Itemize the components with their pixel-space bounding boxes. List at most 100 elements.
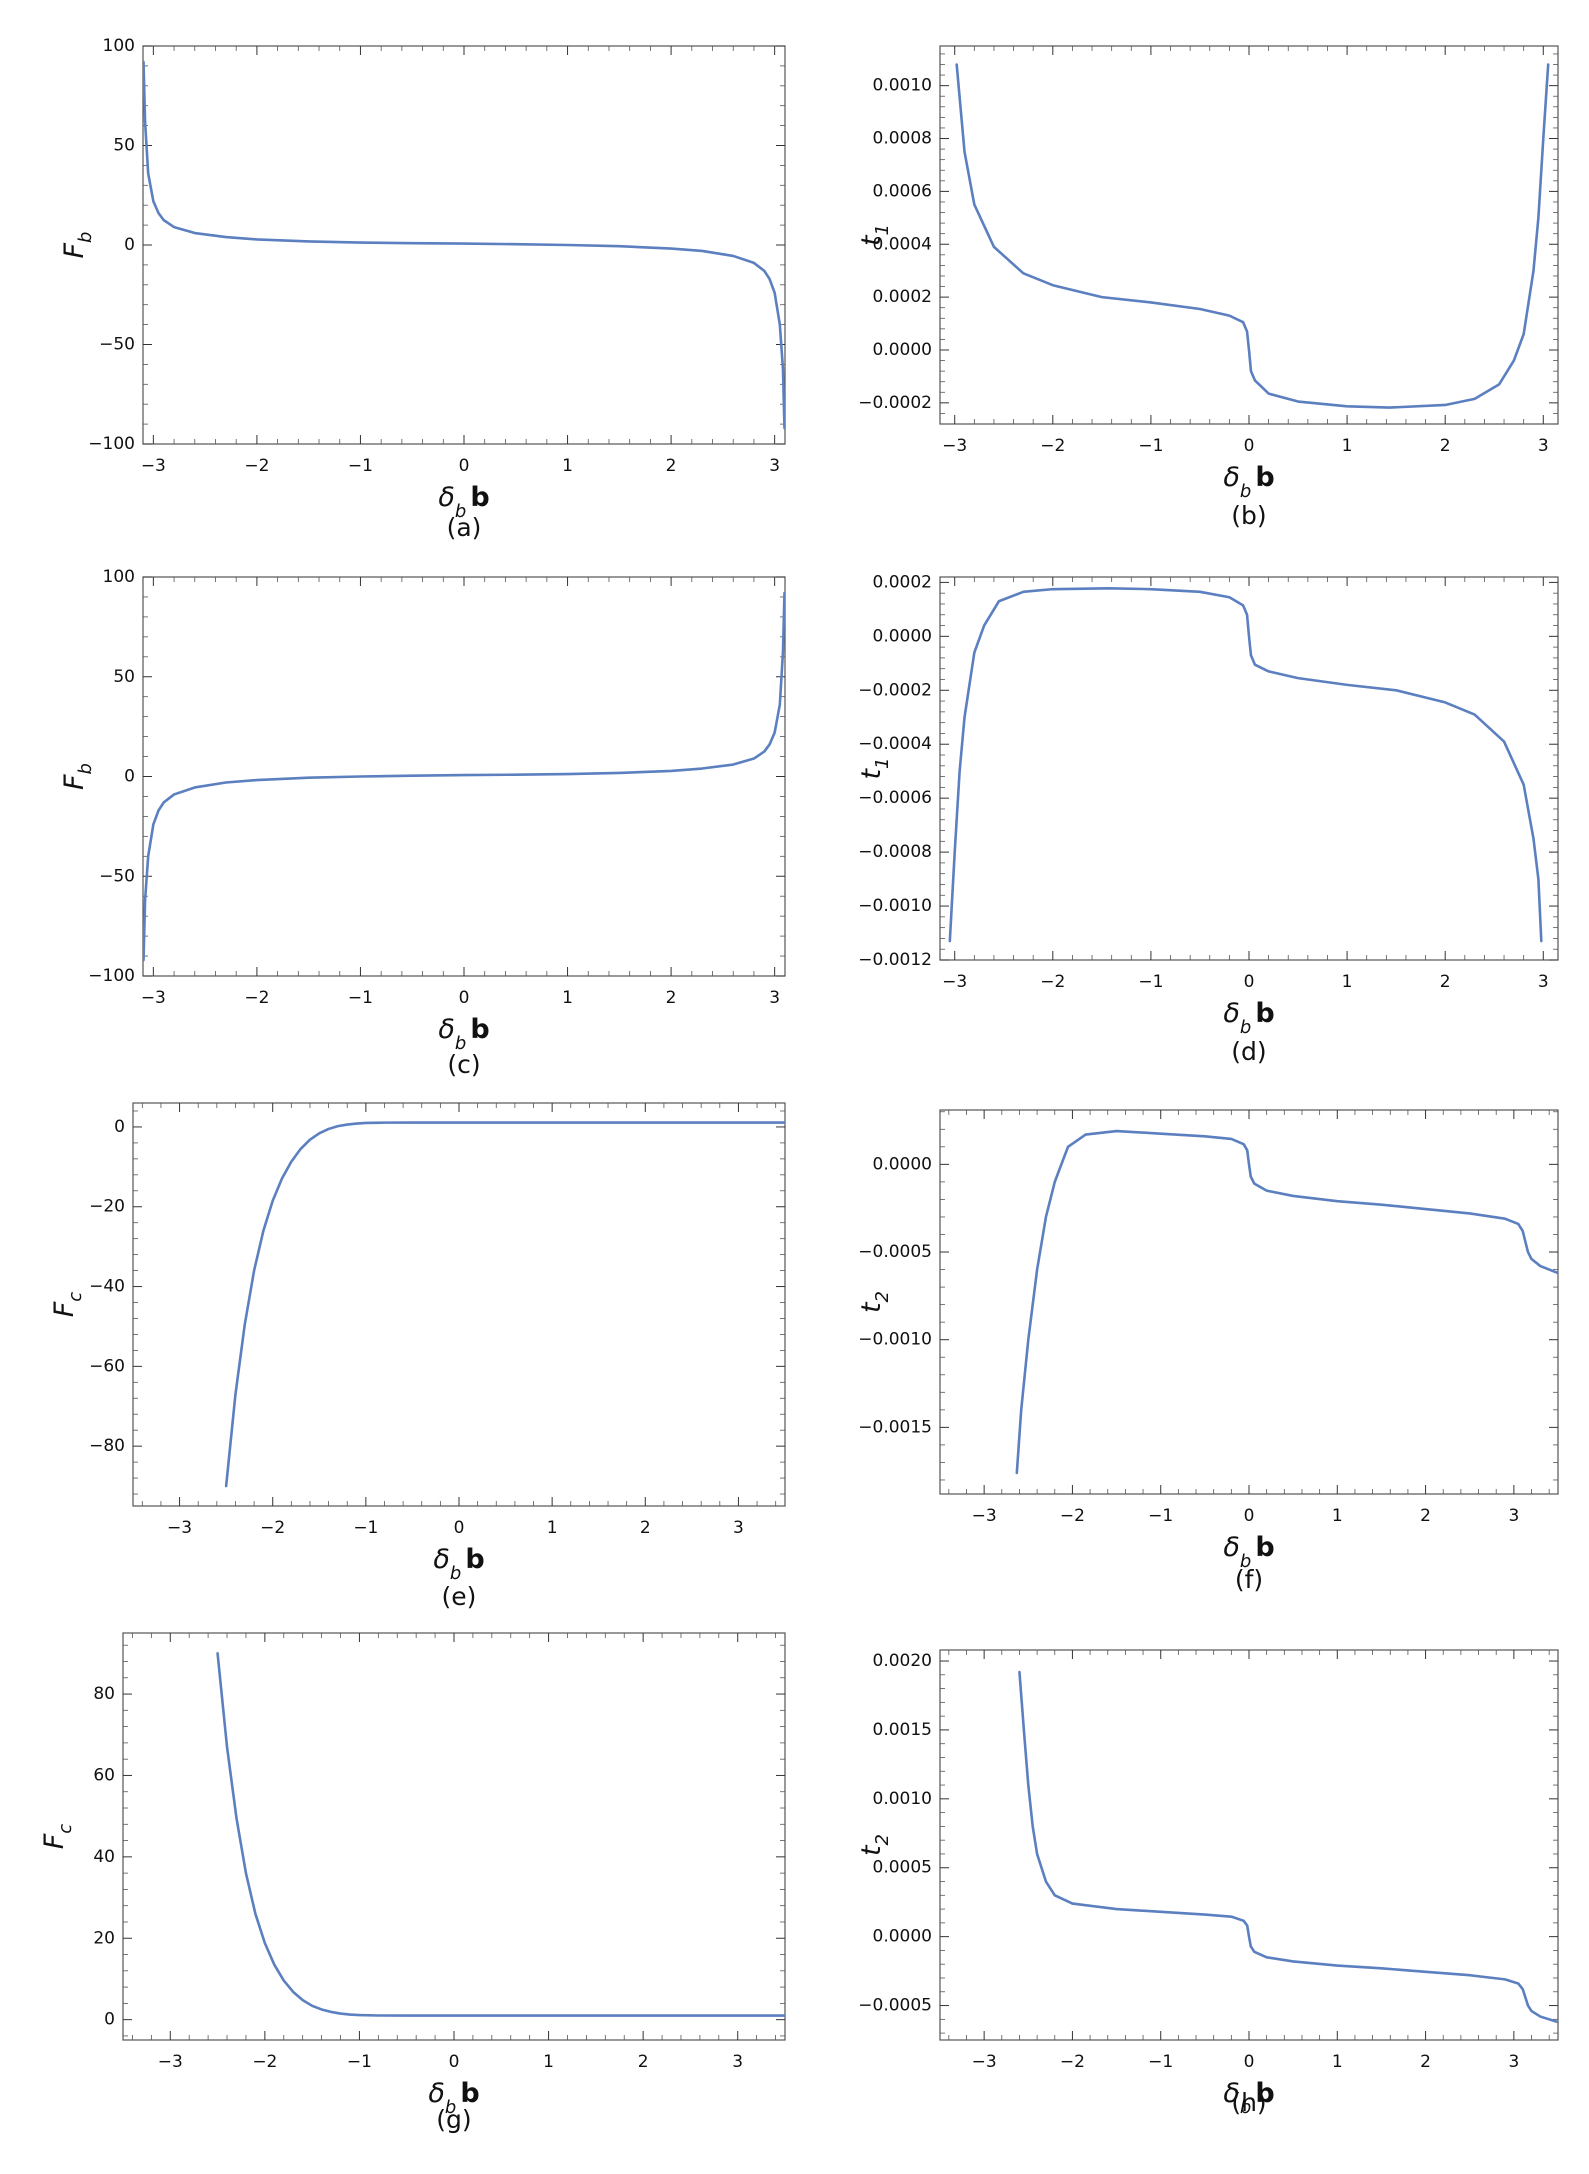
panel-0-xtick-label: 0	[459, 456, 470, 476]
panel-1-ylabel: t1	[856, 224, 893, 246]
panel-1-caption: (b)	[1231, 501, 1266, 530]
panel-0-series-0-line	[143, 60, 785, 430]
panel-0-xtick-label: −3	[141, 456, 166, 476]
panel-2-xlabel: δb b	[438, 1014, 489, 1054]
panel-1-ytick-label: 0.0000	[873, 340, 932, 360]
panel-0-xlabel: δb b	[438, 482, 489, 522]
panel-0-xtick-label: −1	[348, 456, 373, 476]
panel-7-ytick-label: 0.0015	[873, 1720, 932, 1740]
panel-6-ytick-label: 80	[93, 1684, 115, 1704]
panel-4-xtick-label: 1	[547, 1518, 558, 1538]
panel-2-series-0-line	[143, 591, 785, 962]
panel-5-series-0-line	[1015, 1129, 1558, 1475]
panel-7-xtick-label: −3	[972, 2052, 997, 2072]
panel-3-xlabel: δb b	[1223, 998, 1274, 1038]
panel-4-ytick-label: −20	[89, 1197, 125, 1217]
panel-1-xtick-label: 2	[1440, 436, 1451, 456]
panel-0: −3 −2 −1 0 1 2 3 −100 −50 0 50 100 δb b Fb (a)	[59, 36, 786, 542]
panel-0-ytick-label: 0	[124, 235, 135, 255]
panel-3-xtick-label: 2	[1440, 972, 1451, 992]
panel-2-xtick-label: 3	[769, 988, 780, 1008]
panel-3-xtick-label: 3	[1538, 972, 1549, 992]
panel-7-ytick-label: 0.0010	[873, 1789, 932, 1809]
panel-4-xtick-label: −2	[260, 1518, 285, 1538]
panel-2-frame	[142, 576, 786, 977]
panel-5-xtick-label: −2	[1060, 1506, 1085, 1526]
panel-1-ytick-label: 0.0010	[873, 76, 932, 96]
panel-3-series-0-line	[948, 587, 1543, 943]
panel-3-ylabel: t1	[856, 757, 893, 779]
panel-4-xlabel: δb b	[433, 1544, 484, 1584]
panel-6-xtick-label: −2	[252, 2052, 277, 2072]
panel-3-ytick-label: −0.0004	[858, 734, 932, 754]
panel-1-ytick-label: 0.0002	[873, 287, 932, 307]
panel-3-ytick-label: 0.0000	[873, 626, 932, 646]
panel-2-xtick-label: −2	[244, 988, 269, 1008]
panel-5-ytick-label: −0.0005	[858, 1242, 932, 1262]
panel-1-xtick-label: −1	[1138, 436, 1163, 456]
panel-5-ylabel: t2	[856, 1291, 893, 1313]
panel-0-xtick-label: −2	[244, 456, 269, 476]
panel-4-caption: (e)	[442, 1582, 477, 1611]
panel-5-xlabel: δb b	[1223, 1532, 1274, 1572]
panel-7-xtick-label: 3	[1508, 2052, 1519, 2072]
panel-4-ytick-label: −80	[89, 1436, 125, 1456]
panel-7-xlabel: δb b	[1223, 2078, 1274, 2118]
panel-3-xtick-label: −2	[1040, 972, 1065, 992]
panel-0-ytick-label: 50	[113, 136, 135, 156]
panel-6-xtick-label: −1	[347, 2052, 372, 2072]
panel-4-xtick-label: 3	[733, 1518, 744, 1538]
panel-6-ytick-label: 0	[104, 2010, 115, 2030]
panel-1-xtick-label: 0	[1244, 436, 1255, 456]
panel-3-ytick-label: −0.0010	[858, 896, 932, 916]
panel-2-xtick-label: 2	[666, 988, 677, 1008]
panel-0-ytick-label: −50	[99, 335, 135, 355]
panel-5-ytick-label: −0.0015	[858, 1417, 932, 1437]
panel-7-ytick-label: 0.0020	[873, 1651, 932, 1671]
panel-5-xtick-label: 2	[1420, 1506, 1431, 1526]
panel-1-ytick-label: −0.0002	[858, 393, 932, 413]
panel-6-ytick-label: 60	[93, 1765, 115, 1785]
panel-3: −3 −2 −1 0 1 2 3 −0.0012 −0.0010 −0.0008 −0.0006 −0…	[856, 572, 1559, 1066]
panel-3-xtick-label: −3	[942, 972, 967, 992]
panel-2-ytick-label: 0	[124, 767, 135, 787]
panel-5-xtick-label: −3	[972, 1506, 997, 1526]
panel-1-xlabel: δb b	[1223, 462, 1274, 502]
panel-1: −3 −2 −1 0 1 2 3 −0.0002 0.0000 0.0002 0.0004 0.000…	[856, 45, 1559, 530]
panel-6-xlabel: δb b	[428, 2078, 479, 2118]
panel-1-xtick-label: −3	[942, 436, 967, 456]
panel-0-ylabel: Fb	[59, 232, 96, 259]
panel-2-ytick-label: 100	[103, 567, 135, 587]
panel-4-xtick-label: −1	[353, 1518, 378, 1538]
panel-6-ytick-label: 40	[93, 1847, 115, 1867]
panel-1-series-0-line	[955, 63, 1550, 409]
panel-2-xtick-label: 0	[459, 988, 470, 1008]
panel-7-ytick-label: 0.0005	[873, 1858, 932, 1878]
panel-2-xtick-label: −1	[348, 988, 373, 1008]
panel-0-ytick-label: −100	[88, 434, 135, 454]
panel-3-ytick-label: −0.0002	[858, 680, 932, 700]
panel-5-xtick-label: −1	[1148, 1506, 1173, 1526]
panel-5-xtick-label: 3	[1508, 1506, 1519, 1526]
panel-1-ytick-label: 0.0004	[873, 234, 932, 254]
panel-4-series-0-line	[224, 1121, 785, 1488]
panel-3-xtick-label: 0	[1244, 972, 1255, 992]
panel-6-ytick-label: 20	[93, 1928, 115, 1948]
panel-7: −3 −2 −1 0 1 2 3 −0.0005 0.0000 0.0005 0.0010 0.001…	[856, 1649, 1559, 2118]
panel-7-xtick-label: 0	[1244, 2052, 1255, 2072]
panel-0-xtick-label: 1	[562, 456, 573, 476]
panel-5: −3 −2 −1 0 1 2 3 −0.0015 −0.0010 −0.0005 0.0000 δb b…	[856, 1109, 1559, 1594]
panel-7-xtick-label: −2	[1060, 2052, 1085, 2072]
panel-6-xtick-label: 1	[543, 2052, 554, 2072]
panel-1-ytick-label: 0.0006	[873, 181, 932, 201]
panel-1-frame	[939, 45, 1559, 425]
panel-1-xtick-label: 3	[1538, 436, 1549, 456]
panel-4-ytick-label: −40	[89, 1277, 125, 1297]
panel-3-ytick-label: −0.0012	[858, 950, 932, 970]
panel-2-xtick-label: −3	[141, 988, 166, 1008]
panel-7-ytick-label: 0.0000	[873, 1927, 932, 1947]
panel-7-frame	[939, 1649, 1559, 2041]
panel-6-xtick-label: 2	[638, 2052, 649, 2072]
panel-1-xtick-label: 1	[1342, 436, 1353, 456]
